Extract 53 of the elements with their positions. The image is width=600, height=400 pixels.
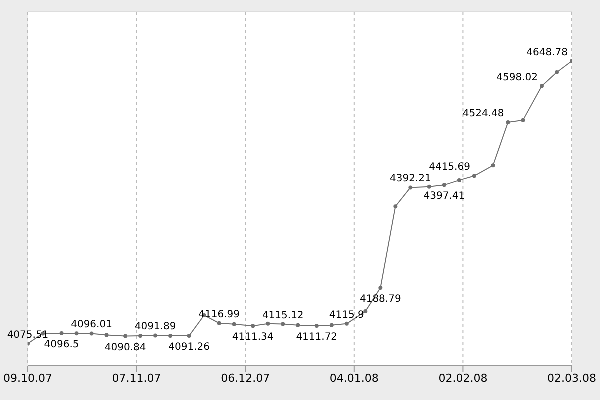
point: [491, 164, 496, 168]
point: [394, 204, 398, 209]
point: [168, 334, 173, 338]
data-label: 4091.89: [134, 322, 176, 333]
point: [521, 118, 526, 122]
point: [472, 174, 476, 178]
x-tick-label: 04.01.08: [330, 372, 379, 385]
point: [232, 322, 236, 326]
point: [281, 322, 286, 326]
data-label: 4096.01: [71, 320, 112, 331]
data-label: 4111.72: [296, 332, 338, 343]
data-label: 4116.99: [198, 309, 240, 320]
x-tick-label: 02.02.08: [438, 372, 488, 385]
data-label: 4524.48: [462, 108, 504, 120]
point: [427, 184, 432, 189]
point: [554, 70, 559, 75]
point: [330, 323, 334, 328]
point: [74, 332, 79, 336]
x-tick-label: 09.10.07: [4, 372, 52, 385]
point: [457, 178, 462, 182]
point: [344, 322, 349, 326]
point: [104, 333, 109, 338]
point: [60, 331, 64, 336]
data-label: 4648.78: [526, 47, 568, 58]
data-label: 4392.21: [390, 174, 432, 185]
point: [251, 324, 256, 328]
data-label: 4111.34: [232, 332, 274, 344]
point: [138, 334, 143, 338]
point: [314, 324, 319, 328]
point: [540, 84, 544, 88]
data-label: 4091.26: [168, 342, 210, 354]
point: [124, 334, 128, 338]
data-label: 4096.5: [44, 339, 80, 350]
point: [506, 120, 510, 125]
point: [217, 321, 222, 326]
data-label: 4397.41: [424, 191, 466, 202]
data-label: 4090.84: [104, 342, 146, 354]
point: [187, 334, 192, 338]
data-label: 4415.69: [429, 162, 470, 174]
point: [90, 332, 94, 336]
point: [364, 310, 368, 314]
data-label: 4115.12: [262, 310, 304, 322]
point: [378, 286, 383, 290]
data-label: 4598.02: [496, 72, 538, 84]
data-label: 4075.51: [7, 330, 49, 341]
x-tick-label: 02.03.08: [548, 372, 596, 385]
point: [266, 322, 270, 326]
x-tick-label: 06.12.07: [221, 372, 270, 385]
point: [442, 183, 446, 188]
point: [408, 186, 413, 190]
point: [296, 323, 300, 328]
point: [154, 334, 158, 338]
x-tick-label: 07.11.07: [112, 372, 162, 385]
